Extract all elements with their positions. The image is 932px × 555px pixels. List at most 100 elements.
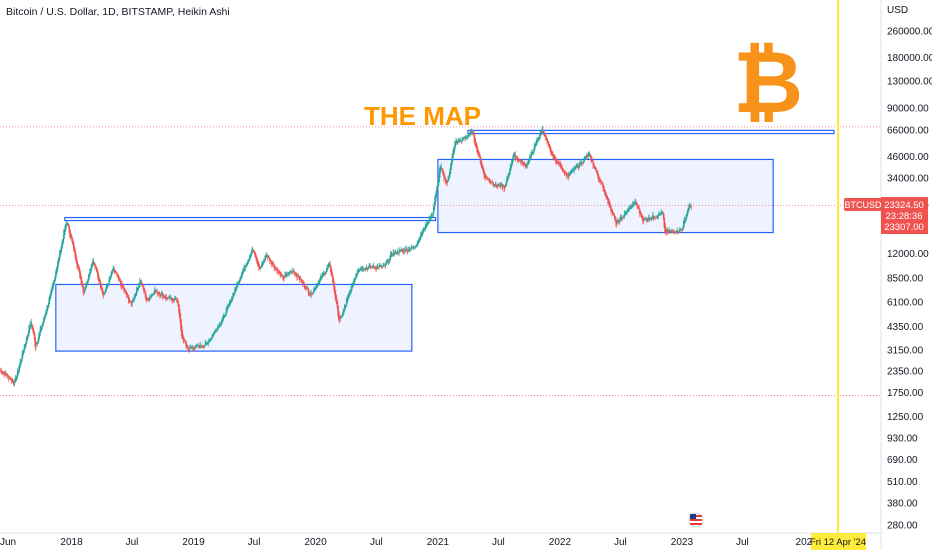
- candle-body: [16, 377, 18, 380]
- candle-body: [373, 266, 375, 268]
- candle-body: [562, 168, 564, 172]
- candle-body: [581, 163, 583, 164]
- candle-body: [609, 203, 611, 209]
- candle-body: [270, 259, 272, 262]
- candle-body: [292, 271, 294, 273]
- candle-body: [534, 143, 537, 148]
- candle-body: [577, 165, 579, 167]
- candle-body: [104, 292, 106, 294]
- candle-body: [652, 215, 654, 218]
- candle-body: [381, 266, 383, 268]
- x-axis[interactable]: Jun 2018 Jul 2019 Jul 2020 Jul 2021 Jul 2022 Jul 20…: [0, 537, 813, 548]
- candle-body: [363, 268, 365, 270]
- candle-body: [579, 164, 581, 167]
- candle-body: [614, 215, 616, 219]
- candle-body: [144, 289, 146, 295]
- candle-body: [559, 162, 561, 165]
- candle-body: [676, 230, 678, 232]
- candle-body: [405, 249, 407, 252]
- candle-body: [532, 152, 534, 154]
- candle-body: [214, 329, 216, 333]
- candle-body: [240, 277, 242, 281]
- candle-body: [350, 289, 352, 293]
- candle-body: [347, 295, 349, 300]
- candle-body: [423, 229, 425, 232]
- candle-body: [227, 305, 229, 310]
- candle-body: [509, 168, 511, 174]
- candle-body: [351, 285, 353, 292]
- candle-body: [420, 233, 422, 238]
- candle-body: [357, 269, 359, 274]
- candle-body: [498, 185, 500, 187]
- candle-body: [686, 212, 688, 217]
- candle-body: [581, 162, 583, 164]
- candle-body: [328, 264, 330, 268]
- candle-body: [490, 181, 492, 183]
- candle-body: [178, 304, 180, 314]
- candle-body: [450, 161, 452, 170]
- candle-body: [615, 219, 617, 225]
- candles: [0, 126, 692, 387]
- candle-body: [46, 308, 48, 314]
- candle-body: [496, 184, 498, 187]
- candle-body: [593, 164, 595, 168]
- candle-body: [270, 260, 273, 264]
- x-tick-label: 2018: [60, 537, 83, 548]
- x-tick-label: Jul: [736, 537, 749, 548]
- candle-body: [683, 221, 685, 228]
- candle-body: [446, 180, 448, 184]
- candle-body: [551, 152, 553, 154]
- candle-body: [125, 291, 127, 295]
- price-tag: BTCUSD 23324.50 23:28:36 23307.00: [844, 197, 928, 234]
- candle-body: [519, 159, 521, 161]
- candle-body: [571, 170, 573, 173]
- candle-body: [502, 185, 504, 188]
- candle-body: [475, 141, 477, 146]
- candle-body: [63, 231, 65, 239]
- candle-body: [508, 173, 510, 178]
- candle-body: [268, 256, 271, 260]
- candle-body: [362, 268, 364, 269]
- candle-body: [660, 214, 662, 215]
- candle-body: [275, 267, 277, 269]
- y-axis[interactable]: 260000.00 180000.00 130000.00 90000.00 66000…: [887, 27, 932, 532]
- candle-body: [49, 295, 51, 301]
- candle-body: [126, 292, 128, 295]
- range-boxes: [55, 129, 835, 352]
- candle-body: [511, 160, 513, 166]
- candle-body: [491, 181, 493, 183]
- candle-body: [476, 143, 478, 148]
- candle-body: [595, 168, 597, 171]
- candle-body: [64, 228, 66, 235]
- candle-body: [414, 247, 416, 249]
- candle-body: [230, 302, 232, 304]
- candle-body: [168, 296, 170, 298]
- candle-body: [24, 345, 26, 351]
- candle-body: [653, 217, 656, 219]
- candle-body: [358, 269, 360, 272]
- us-flag-icon[interactable]: [688, 512, 704, 528]
- candle-body: [649, 218, 652, 220]
- candle-body: [526, 165, 528, 167]
- candle-body: [541, 130, 543, 133]
- candle-body: [129, 299, 131, 302]
- candle-body: [551, 149, 553, 155]
- candle-body: [290, 271, 292, 273]
- candle-body: [662, 212, 664, 214]
- candle-body: [432, 211, 434, 216]
- candle-body: [543, 130, 545, 133]
- candle-body: [471, 132, 473, 134]
- candle-body: [311, 293, 313, 295]
- candle-body: [159, 293, 161, 296]
- candle-body: [606, 195, 608, 199]
- the-map-annotation[interactable]: THE MAP: [364, 101, 481, 131]
- candle-body: [175, 298, 177, 300]
- candle-body: [7, 375, 9, 377]
- candle-body: [307, 287, 309, 292]
- candle-body: [40, 328, 42, 333]
- candle-body: [102, 289, 104, 295]
- candle-body: [274, 266, 277, 268]
- candle-body: [59, 251, 61, 258]
